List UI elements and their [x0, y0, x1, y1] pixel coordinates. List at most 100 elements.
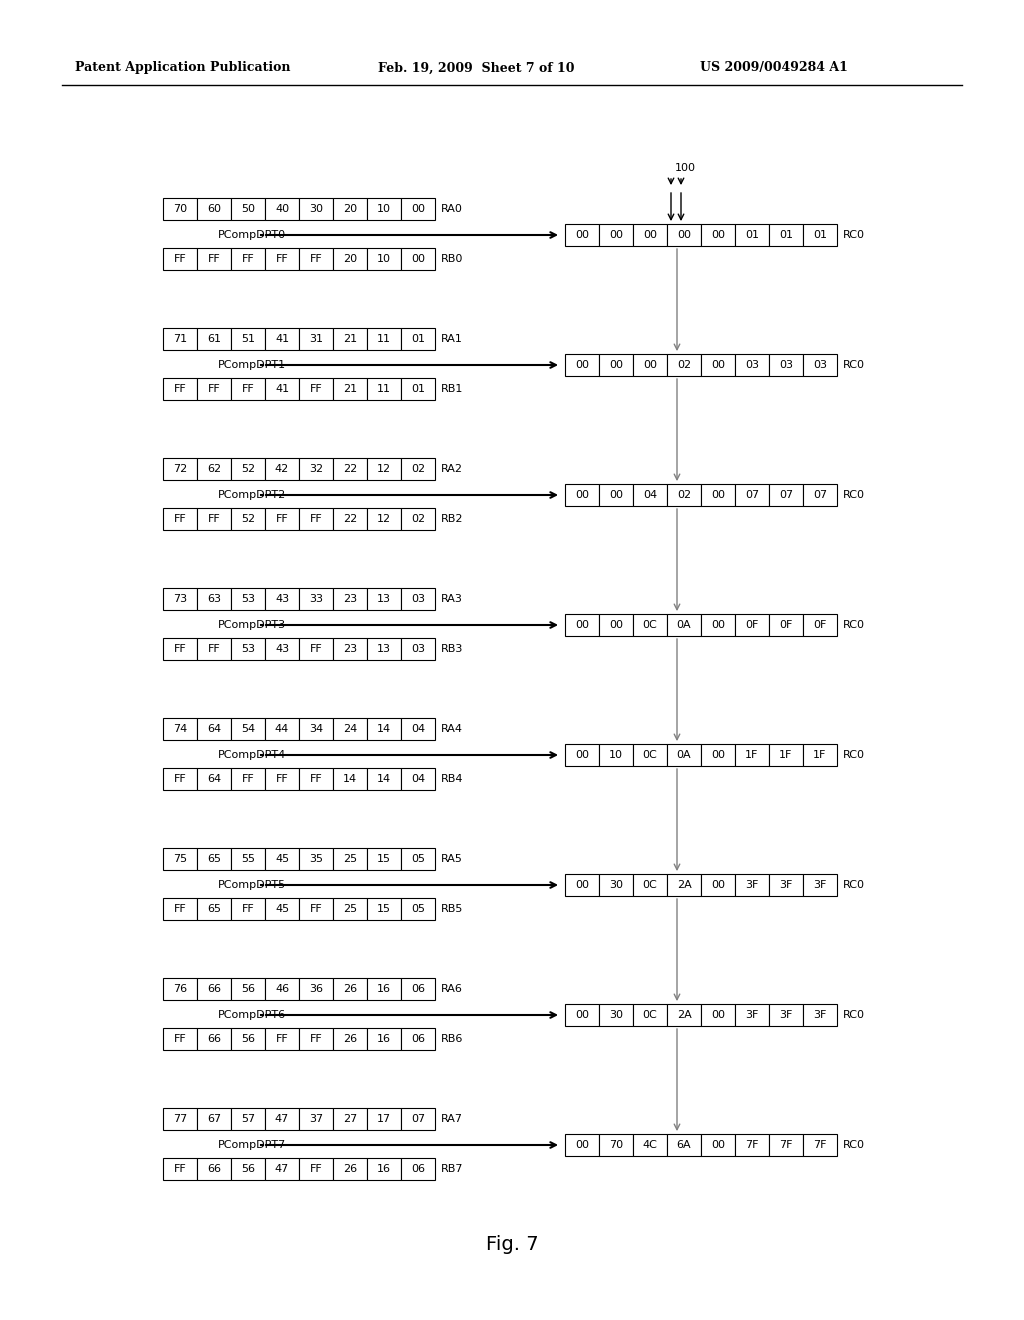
Bar [401, 898, 435, 920]
Bar [599, 484, 633, 506]
Text: 13: 13 [377, 644, 391, 653]
Text: 21: 21 [343, 334, 357, 345]
Text: 01: 01 [411, 384, 425, 393]
Bar [769, 224, 803, 246]
Text: 00: 00 [643, 230, 657, 240]
Bar [197, 847, 231, 870]
Text: 24: 24 [343, 723, 357, 734]
Text: PCompDPT0: PCompDPT0 [218, 230, 286, 240]
Text: RA6: RA6 [441, 983, 463, 994]
Bar [265, 768, 299, 789]
Text: RC0: RC0 [843, 360, 865, 370]
Bar [769, 744, 803, 766]
Bar [197, 638, 231, 660]
Bar [367, 1158, 401, 1180]
Text: 10: 10 [609, 750, 623, 760]
Text: 17: 17 [377, 1114, 391, 1125]
Bar [367, 378, 401, 400]
Text: 01: 01 [813, 230, 827, 240]
Bar [163, 768, 197, 789]
Bar [163, 847, 197, 870]
Bar [333, 978, 367, 1001]
Text: 66: 66 [207, 1164, 221, 1173]
Text: 00: 00 [711, 360, 725, 370]
Text: 3F: 3F [813, 880, 826, 890]
Text: FF: FF [309, 513, 323, 524]
Bar [667, 354, 701, 376]
Text: FF: FF [309, 774, 323, 784]
Text: 54: 54 [241, 723, 255, 734]
Text: 70: 70 [173, 205, 187, 214]
Bar [197, 978, 231, 1001]
Text: 44: 44 [274, 723, 289, 734]
Text: RB0: RB0 [441, 253, 464, 264]
Bar [769, 874, 803, 896]
Bar [803, 1005, 837, 1026]
Text: RC0: RC0 [843, 750, 865, 760]
Text: 00: 00 [711, 230, 725, 240]
Text: RC0: RC0 [843, 490, 865, 500]
Text: 74: 74 [173, 723, 187, 734]
Text: 7F: 7F [745, 1140, 759, 1150]
Bar [197, 587, 231, 610]
Bar [633, 484, 667, 506]
Text: 43: 43 [274, 644, 289, 653]
Text: FF: FF [275, 513, 289, 524]
Text: 00: 00 [575, 230, 589, 240]
Bar [769, 1005, 803, 1026]
Bar [231, 508, 265, 531]
Bar [599, 354, 633, 376]
Text: 14: 14 [377, 774, 391, 784]
Text: RA5: RA5 [441, 854, 463, 865]
Text: 30: 30 [609, 1010, 623, 1020]
Text: 10: 10 [377, 205, 391, 214]
Bar [333, 458, 367, 480]
Text: PCompDPT4: PCompDPT4 [218, 750, 287, 760]
Bar [231, 587, 265, 610]
Text: FF: FF [309, 1034, 323, 1044]
Text: 06: 06 [411, 1164, 425, 1173]
Bar [667, 614, 701, 636]
Bar [333, 508, 367, 531]
Text: 3F: 3F [745, 880, 759, 890]
Bar [803, 1134, 837, 1156]
Bar [265, 1028, 299, 1049]
Bar [367, 718, 401, 741]
Text: 15: 15 [377, 904, 391, 913]
Bar [197, 198, 231, 220]
Text: 63: 63 [207, 594, 221, 605]
Text: 00: 00 [711, 880, 725, 890]
Text: RB2: RB2 [441, 513, 464, 524]
Bar [299, 198, 333, 220]
Text: 50: 50 [241, 205, 255, 214]
Text: 03: 03 [745, 360, 759, 370]
Bar [265, 1158, 299, 1180]
Bar [701, 1005, 735, 1026]
Bar [633, 354, 667, 376]
Text: 2A: 2A [677, 1010, 691, 1020]
Text: 47: 47 [274, 1164, 289, 1173]
Bar [401, 1028, 435, 1049]
Text: 77: 77 [173, 1114, 187, 1125]
Text: RB4: RB4 [441, 774, 464, 784]
Text: 4C: 4C [643, 1140, 657, 1150]
Text: 00: 00 [711, 1010, 725, 1020]
Bar [667, 1134, 701, 1156]
Bar [197, 508, 231, 531]
Bar [163, 898, 197, 920]
Bar [265, 248, 299, 271]
Bar [163, 327, 197, 350]
Text: RA0: RA0 [441, 205, 463, 214]
Text: 04: 04 [643, 490, 657, 500]
Text: FF: FF [309, 1164, 323, 1173]
Bar [565, 1134, 599, 1156]
Bar [265, 378, 299, 400]
Text: 14: 14 [377, 723, 391, 734]
Bar [299, 327, 333, 350]
Text: 65: 65 [207, 904, 221, 913]
Bar [231, 847, 265, 870]
Text: 0C: 0C [643, 620, 657, 630]
Bar [231, 718, 265, 741]
Text: 0C: 0C [643, 750, 657, 760]
Bar [163, 1107, 197, 1130]
